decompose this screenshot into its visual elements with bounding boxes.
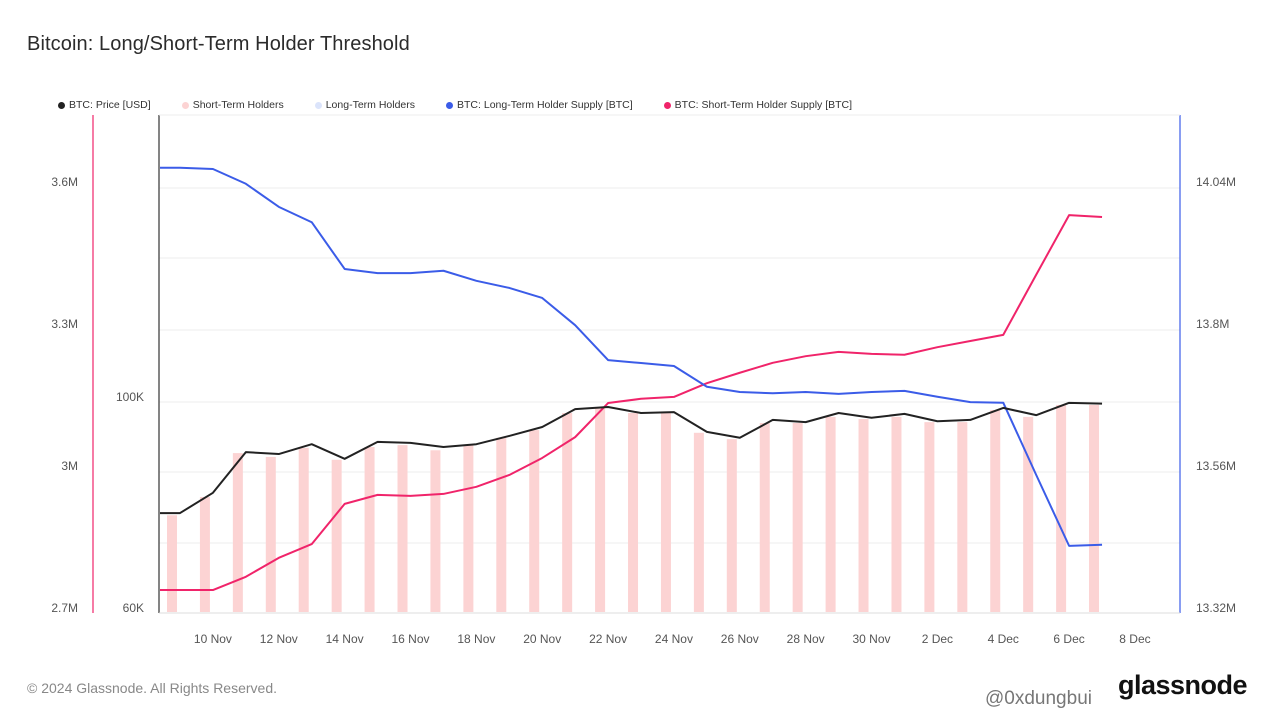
- bar-short-term-holders: [463, 445, 474, 612]
- bar-short-term-holders: [265, 456, 276, 612]
- bar-short-term-holders: [1089, 404, 1100, 612]
- x-tick-label: 20 Nov: [523, 632, 561, 646]
- bar-short-term-holders: [595, 407, 606, 612]
- chart-title: Bitcoin: Long/Short-Term Holder Threshol…: [27, 33, 410, 55]
- x-tick-label: 6 Dec: [1053, 632, 1084, 646]
- bar-short-term-holders: [397, 445, 408, 612]
- bar-short-term-holders: [858, 419, 869, 612]
- x-tick-label: 10 Nov: [194, 632, 232, 646]
- bar-short-term-holders: [891, 416, 902, 612]
- x-tick-label: 18 Nov: [457, 632, 495, 646]
- bar-short-term-holders: [364, 446, 375, 612]
- bar-short-term-holders: [660, 413, 671, 612]
- bar-short-term-holders: [529, 430, 540, 612]
- bar-short-term-holders: [331, 459, 342, 612]
- y-tick-label-price: 60K: [123, 601, 144, 615]
- glassnode-logo: glassnode: [1118, 670, 1248, 700]
- bar-short-term-holders: [628, 413, 639, 612]
- series-line-btc-price-usd-: [160, 401, 1103, 515]
- x-tick-label: 24 Nov: [655, 632, 693, 646]
- y-tick-label-lth_supply: 14.04M: [1196, 175, 1236, 189]
- legend-item-lth-supply[interactable]: BTC: Long-Term Holder Supply [BTC]: [446, 99, 633, 111]
- bar-short-term-holders: [759, 422, 770, 612]
- legend-item-long-term-holders[interactable]: Long-Term Holders: [314, 99, 416, 111]
- series-line-btc-long-term-holder-supply-btc-: [160, 166, 1103, 547]
- legend-item-sth-supply[interactable]: BTC: Short-Term Holder Supply [BTC]: [663, 99, 853, 111]
- bar-short-term-holders: [199, 496, 210, 612]
- bar-short-term-holders: [430, 450, 441, 612]
- y-tick-label-sth_supply: 3.6M: [51, 175, 78, 189]
- bar-short-term-holders: [792, 422, 803, 612]
- legend-dot: [58, 101, 65, 109]
- bar-short-term-holders: [726, 439, 737, 612]
- legend-dot: [181, 101, 189, 109]
- legend-label: BTC: Long-Term Holder Supply [BTC]: [457, 99, 633, 111]
- x-tick-label: 8 Dec: [1119, 632, 1150, 646]
- bar-short-term-holders: [1056, 404, 1067, 612]
- bar-short-term-holders: [496, 437, 507, 612]
- x-tick-label: 30 Nov: [853, 632, 891, 646]
- bar-short-term-holders: [825, 416, 836, 612]
- y-tick-label-sth_supply: 3M: [61, 459, 78, 473]
- series-line-btc-short-term-holder-supply-btc-: [160, 214, 1103, 592]
- legend: BTC: Price [USD] Short-Term Holders Long…: [58, 99, 883, 111]
- bar-short-term-holders: [924, 422, 935, 612]
- legend-item-short-term-holders[interactable]: Short-Term Holders: [181, 99, 284, 111]
- x-tick-label: 16 Nov: [391, 632, 429, 646]
- y-tick-label-lth_supply: 13.56M: [1196, 459, 1236, 473]
- legend-label: BTC: Short-Term Holder Supply [BTC]: [674, 99, 853, 111]
- y-tick-label-lth_supply: 13.8M: [1196, 317, 1229, 331]
- bar-short-term-holders: [562, 413, 573, 612]
- bar-short-term-holders: [693, 432, 704, 612]
- watermark: @0xdungbui: [985, 688, 1092, 709]
- legend-dot: [314, 101, 322, 109]
- bar-short-term-holders: [232, 453, 243, 612]
- bar-short-term-holders: [957, 422, 968, 612]
- y-tick-label-sth_supply: 2.7M: [51, 601, 78, 615]
- y-tick-label-price: 100K: [116, 390, 144, 404]
- x-tick-label: 4 Dec: [988, 632, 1019, 646]
- x-tick-label: 26 Nov: [721, 632, 759, 646]
- copyright-footer: © 2024 Glassnode. All Rights Reserved.: [27, 680, 278, 696]
- bar-short-term-holders: [990, 410, 1001, 612]
- x-tick-label: 2 Dec: [922, 632, 953, 646]
- y-tick-label-sth_supply: 3.3M: [51, 317, 78, 331]
- legend-item-price[interactable]: BTC: Price [USD]: [58, 99, 151, 111]
- y-tick-label-lth_supply: 13.32M: [1196, 601, 1236, 615]
- legend-label: Short-Term Holders: [192, 99, 284, 111]
- legend-label: Long-Term Holders: [325, 99, 416, 111]
- bar-short-term-holders: [1023, 416, 1034, 612]
- x-tick-label: 12 Nov: [260, 632, 298, 646]
- bar-short-term-holders: [167, 515, 177, 612]
- legend-label: BTC: Price [USD]: [69, 99, 151, 111]
- legend-dot: [663, 101, 671, 109]
- x-tick-label: 14 Nov: [326, 632, 364, 646]
- legend-dot: [446, 101, 454, 109]
- x-tick-label: 22 Nov: [589, 632, 627, 646]
- bar-short-term-holders: [298, 447, 309, 612]
- x-tick-label: 28 Nov: [787, 632, 825, 646]
